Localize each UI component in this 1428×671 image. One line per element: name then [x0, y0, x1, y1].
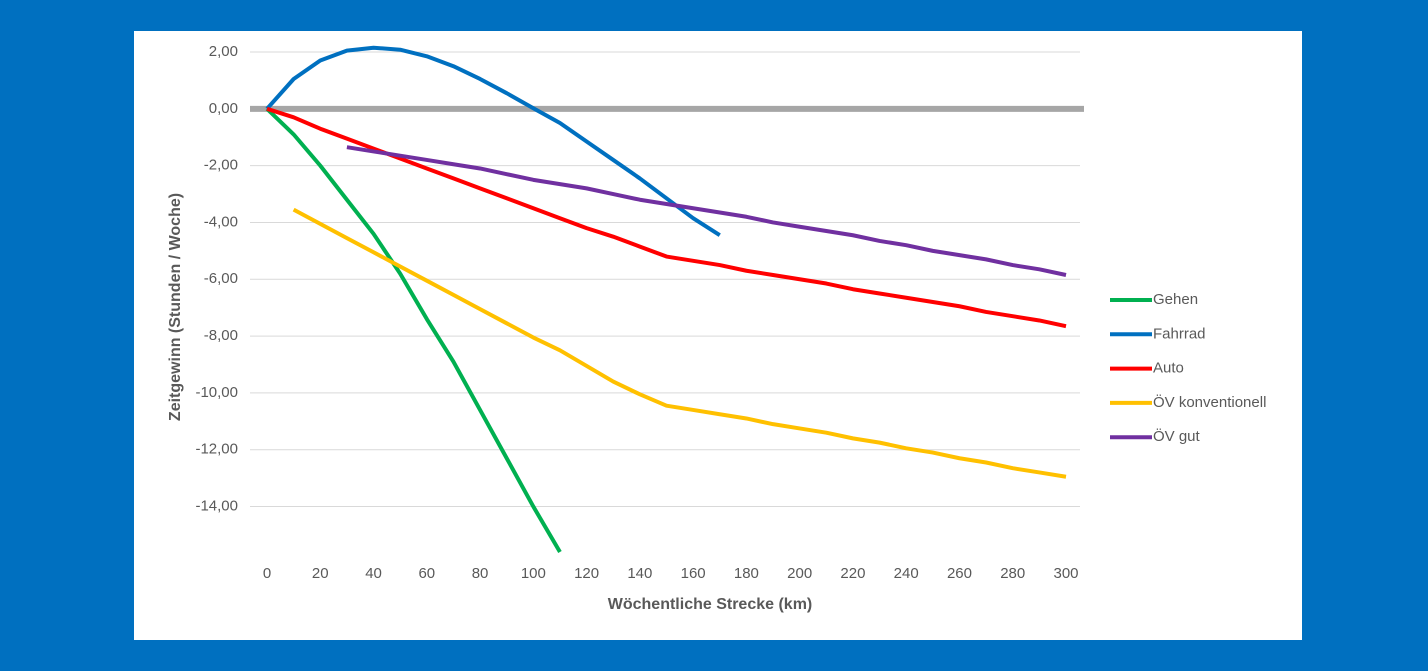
- y-tick-label: -10,00: [195, 384, 238, 401]
- x-tick-label: 0: [263, 565, 271, 582]
- x-tick-label: 20: [312, 565, 329, 582]
- y-tick-label: 2,00: [209, 43, 238, 60]
- x-tick-label: 40: [365, 565, 382, 582]
- x-tick-label: 300: [1053, 565, 1078, 582]
- legend-label: ÖV gut: [1153, 427, 1201, 445]
- y-tick-label: -6,00: [204, 270, 238, 287]
- x-tick-label: 140: [627, 565, 652, 582]
- x-tick-label: 180: [734, 565, 759, 582]
- legend-label: Gehen: [1153, 291, 1198, 308]
- y-tick-label: -4,00: [204, 213, 238, 230]
- series-line: [292, 207, 1067, 479]
- legend-label: Fahrrad: [1153, 325, 1206, 342]
- series-line: [346, 145, 1067, 277]
- y-tick-label: 0,00: [209, 100, 238, 117]
- y-tick-label: -8,00: [204, 327, 238, 344]
- x-tick-label: 200: [787, 565, 812, 582]
- x-tick-label: 240: [894, 565, 919, 582]
- x-tick-label: 80: [472, 565, 489, 582]
- y-tick-label: -12,00: [195, 441, 238, 458]
- x-tick-label: 100: [521, 565, 546, 582]
- x-tick-label: 280: [1000, 565, 1025, 582]
- series-line: [266, 106, 1067, 329]
- x-tick-label: 120: [574, 565, 599, 582]
- x-axis-title: Wöchentliche Strecke (km): [608, 596, 813, 613]
- legend-label: Auto: [1153, 360, 1184, 377]
- series-line: [265, 45, 721, 237]
- y-tick-label: -2,00: [204, 157, 238, 174]
- y-axis-title: Zeitgewinn (Stunden / Woche): [167, 193, 184, 421]
- x-tick-label: 160: [681, 565, 706, 582]
- x-tick-label: 220: [840, 565, 865, 582]
- x-tick-label: 260: [947, 565, 972, 582]
- y-tick-label: -14,00: [195, 498, 238, 515]
- x-tick-label: 60: [418, 565, 435, 582]
- legend-label: ÖV konventionell: [1153, 393, 1266, 411]
- series-line: [265, 107, 562, 554]
